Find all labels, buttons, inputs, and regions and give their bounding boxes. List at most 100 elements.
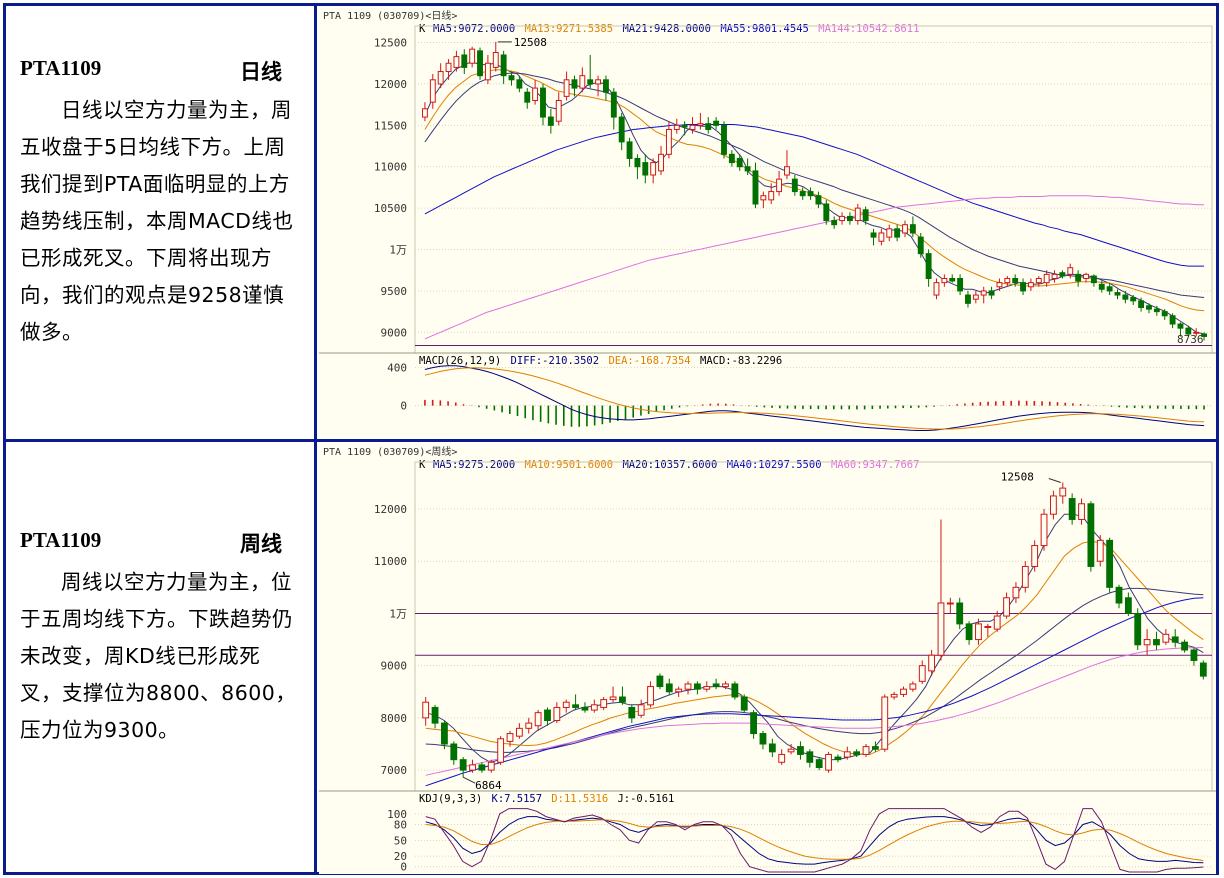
weekly-y-tick: 7000 [381, 764, 408, 777]
daily-dea-line [424, 367, 1205, 430]
daily-candle-body [571, 79, 578, 89]
daily-ma-legend: K MA5:9072.0000 MA13:9271.5385 MA21:9428.00… [419, 23, 919, 35]
daily-candle-body [980, 290, 987, 296]
daily-candle-body [1153, 308, 1160, 313]
weekly-ma-legend-2: MA20:10357.6000 [622, 459, 717, 471]
daily-candle-body [1075, 273, 1082, 282]
weekly-paragraph: 周线以空方力量为主，位于五周均线下方。下跌趋势仍未改变，周KD线已形成死叉，支撑… [20, 570, 297, 742]
daily-candle-body [791, 178, 798, 193]
daily-ma-line-ma144 [424, 195, 1205, 340]
daily-paragraph: 日线以空方力量为主，周五收盘于5日均线下方。上周我们提到PTA面临明显的上方趋势… [20, 98, 294, 344]
daily-plot-frame [414, 25, 1213, 354]
daily-y-tick: 9000 [381, 326, 408, 339]
daily-candle-body [524, 91, 531, 103]
daily-candle-body [705, 123, 712, 130]
daily-y-tick: 12000 [374, 78, 407, 91]
weekly-legend-k: K [419, 459, 426, 471]
weekly-low-label: 6864 [475, 779, 502, 792]
weekly-candle-body [1021, 565, 1029, 588]
daily-y-tick: 9500 [381, 285, 408, 298]
weekly-high-label: 12508 [1001, 470, 1034, 483]
daily-candle-body [587, 79, 594, 85]
daily-candle-body [1090, 275, 1097, 284]
daily-candle-body [610, 91, 617, 118]
daily-candle-body [854, 207, 861, 222]
weekly-low-marker [462, 776, 476, 784]
weekly-y-tick: 8000 [381, 712, 408, 725]
weekly-candle-body [572, 704, 579, 708]
weekly-kdj-legend: KDJ(9,3,3) K:7.5157 D:11.5316 J:-0.5161 [419, 793, 674, 805]
weekly-candle-body [778, 753, 786, 763]
weekly-y-tick: 9000 [381, 660, 408, 673]
weekly-candle-body [1078, 503, 1085, 520]
daily-candle-body [603, 79, 609, 93]
daily-candle-body [1083, 273, 1089, 279]
daily-macd-plot: 400 0 [387, 362, 1212, 431]
weekly-ind-tick: 100 [387, 808, 407, 821]
weekly-y-tick: 12000 [374, 503, 407, 516]
daily-legend-k: K [419, 23, 426, 35]
daily-candle-body [555, 100, 562, 122]
weekly-ind-tick: 80 [394, 818, 407, 831]
weekly-ma-legend: K MA5:9275.2000 MA10:9501.6000 MA20:10357.6… [419, 459, 919, 471]
daily-candle-body [1138, 300, 1145, 308]
daily-ind-tick: 400 [387, 362, 407, 375]
daily-candle-body [902, 224, 908, 234]
daily-candle-body [437, 71, 444, 85]
daily-ind-legend-0: MACD(26,12,9) [419, 355, 501, 367]
daily-chart-title: PTA 1109 (030709)<日线> [323, 9, 457, 22]
daily-candle-body [547, 116, 554, 126]
weekly-candle-body [619, 696, 626, 703]
weekly-candle-body [722, 683, 729, 688]
weekly-candle-body [600, 699, 608, 708]
daily-candle-body [642, 162, 649, 176]
weekly-candle-body [768, 743, 776, 753]
daily-candle-body [1114, 292, 1121, 296]
daily-candle-body [909, 224, 916, 234]
weekly-candle-body [815, 759, 823, 768]
daily-candle-body [1051, 273, 1058, 279]
weekly-ind-legend-3: J:-0.5161 [617, 793, 674, 805]
weekly-candle-body [787, 748, 795, 753]
daily-candle-body [626, 141, 633, 159]
daily-candle-body [878, 232, 885, 242]
weekly-ma-line-ma10 [425, 540, 1204, 755]
weekly-candle-body [1199, 662, 1207, 677]
weekly-candle-body [1153, 639, 1160, 646]
daily-candle-body [1177, 323, 1184, 329]
daily-candle-body [1020, 282, 1026, 292]
weekly-candle-body [675, 688, 683, 693]
weekly-candle-body [1143, 639, 1151, 646]
weekly-candle-body [581, 706, 589, 711]
daily-ma-legend-1: MA13:9271.5385 [525, 23, 614, 35]
daily-candle-body [540, 87, 546, 118]
weekly-commentary: PTA1109 周线 周线以空方力量为主，位于五周均线下方。下跌趋势仍未改变，周… [6, 442, 314, 875]
daily-candle-body [1130, 297, 1137, 302]
weekly-ma-line-ma60 [425, 647, 1204, 776]
daily-y-tick: 1万 [389, 244, 407, 257]
daily-candle-body [618, 116, 625, 143]
weekly-candle-body [731, 683, 739, 698]
weekly-high-marker [1048, 477, 1061, 483]
weekly-candle-body [487, 761, 495, 771]
weekly-ind-tick: 20 [394, 850, 407, 863]
weekly-chart-title: PTA 1109 (030709)<周线> [323, 445, 457, 458]
daily-candle-body [949, 277, 956, 282]
weekly-candle-body [740, 696, 748, 711]
daily-low-label: 8736 [1177, 333, 1204, 346]
daily-candle-body [579, 75, 586, 89]
weekly-candle-body [1190, 649, 1198, 661]
weekly-candle-body [703, 686, 711, 690]
daily-candle-body [595, 79, 602, 85]
daily-macd-legend: MACD(26,12,9) DIFF:-210.3502 DEA:-168.7354… [419, 355, 782, 367]
weekly-candle-body [590, 704, 598, 711]
weekly-candle-body [497, 738, 505, 763]
daily-y-tick: 11500 [374, 119, 407, 132]
weekly-candle-body [469, 764, 476, 771]
weekly-ma-line-ma20 [425, 587, 1204, 753]
weekly-ind-tick: 0 [400, 861, 407, 874]
weekly-ind-legend-0: KDJ(9,3,3) [419, 793, 482, 805]
weekly-ma-line-ma40 [425, 597, 1204, 787]
daily-candle-body [1035, 277, 1042, 284]
